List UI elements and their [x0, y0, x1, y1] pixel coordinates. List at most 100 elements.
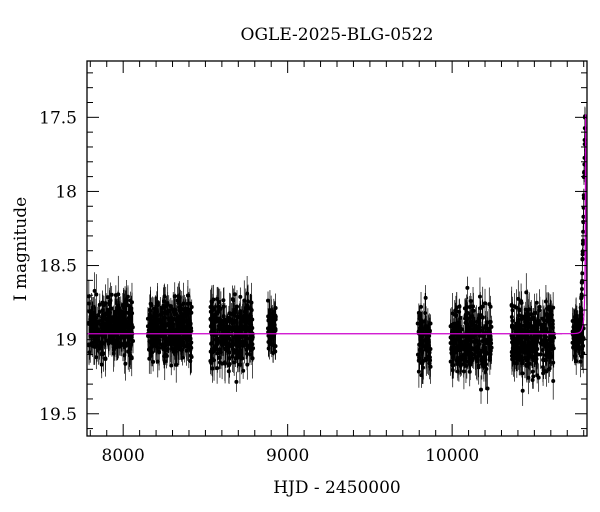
data-point	[420, 351, 425, 384]
data-point	[126, 333, 131, 370]
data-point	[519, 323, 524, 360]
data-point	[99, 327, 104, 358]
data-point	[169, 355, 174, 376]
data-point	[480, 286, 485, 327]
data-point	[123, 346, 128, 381]
data-point	[524, 273, 529, 312]
data-point	[126, 299, 131, 326]
data-point	[581, 238, 586, 248]
data-point	[465, 276, 470, 300]
data-point	[486, 328, 491, 356]
data-point	[534, 321, 539, 361]
data-point	[162, 283, 167, 310]
data-point	[467, 295, 472, 319]
data-point	[97, 337, 102, 360]
data-point	[230, 285, 235, 314]
tick-labels: 8000 9000 10000 17.5 18 18.5 19 19.5	[39, 108, 479, 466]
data-point	[455, 319, 460, 338]
data-point	[462, 298, 467, 319]
data-point	[479, 338, 484, 380]
data-point	[529, 300, 534, 329]
data-point	[450, 292, 455, 334]
data-point	[173, 331, 178, 366]
data-point	[168, 312, 173, 331]
data-point	[539, 311, 544, 345]
data-point	[148, 337, 153, 359]
data-point	[579, 338, 584, 360]
data-point	[514, 326, 519, 363]
data-point	[178, 336, 183, 355]
data-point	[159, 305, 164, 321]
data-point	[268, 312, 273, 331]
data-point	[189, 313, 194, 349]
data-point	[185, 294, 190, 324]
data-point	[427, 317, 432, 345]
data-point	[233, 334, 238, 356]
data-point	[112, 325, 117, 357]
data-point	[92, 304, 97, 344]
data-point	[227, 339, 232, 377]
data-point	[221, 322, 226, 356]
data-point	[416, 348, 421, 373]
data-point	[94, 274, 99, 315]
data-point	[146, 313, 151, 340]
data-point	[210, 308, 215, 326]
data-point	[574, 298, 579, 339]
data-point	[418, 326, 423, 346]
data-point	[465, 333, 470, 370]
data-point	[571, 339, 576, 357]
y-tick-label: 19.5	[39, 405, 77, 425]
data-point	[273, 310, 278, 329]
data-point	[233, 294, 238, 326]
data-point	[124, 314, 129, 336]
data-point	[248, 346, 253, 363]
data-point	[186, 327, 191, 369]
data-point	[115, 315, 120, 347]
data-point	[248, 293, 253, 323]
data-point	[415, 313, 420, 334]
data-point	[103, 341, 108, 377]
data-point	[213, 304, 218, 329]
data-point	[101, 334, 106, 372]
data-point	[550, 307, 555, 349]
data-point	[511, 336, 516, 352]
data-point	[427, 347, 432, 368]
data-point	[241, 298, 246, 337]
model-curve-layer	[87, 114, 588, 335]
data-point	[130, 292, 135, 335]
data-point	[215, 334, 220, 354]
data-point	[524, 346, 529, 383]
data-point	[234, 371, 239, 392]
data-point	[483, 288, 488, 318]
data-point	[230, 324, 235, 363]
data-point	[520, 349, 525, 378]
data-point	[531, 329, 536, 369]
data-point	[423, 285, 428, 311]
data-point	[476, 313, 481, 330]
data-point	[151, 297, 156, 321]
data-point	[155, 286, 160, 324]
data-point	[110, 306, 115, 328]
data-point	[237, 314, 242, 347]
data-point	[473, 339, 478, 363]
data-point	[483, 315, 488, 337]
data-point	[424, 340, 429, 376]
data-point	[547, 324, 552, 363]
data-point	[540, 299, 545, 338]
data-point	[106, 329, 111, 358]
data-point	[522, 305, 527, 346]
data-point	[229, 302, 234, 337]
data-point	[247, 314, 252, 334]
data-point	[517, 308, 522, 349]
data-point	[544, 340, 549, 367]
data-point	[551, 362, 556, 400]
x-tick-label: 10000	[425, 446, 479, 466]
axis-ticks	[87, 61, 587, 436]
x-tick-label: 9000	[266, 446, 309, 466]
data-point	[208, 289, 213, 325]
data-point	[514, 289, 519, 326]
data-point	[538, 340, 543, 369]
data-point	[522, 336, 527, 378]
data-point	[100, 290, 105, 315]
